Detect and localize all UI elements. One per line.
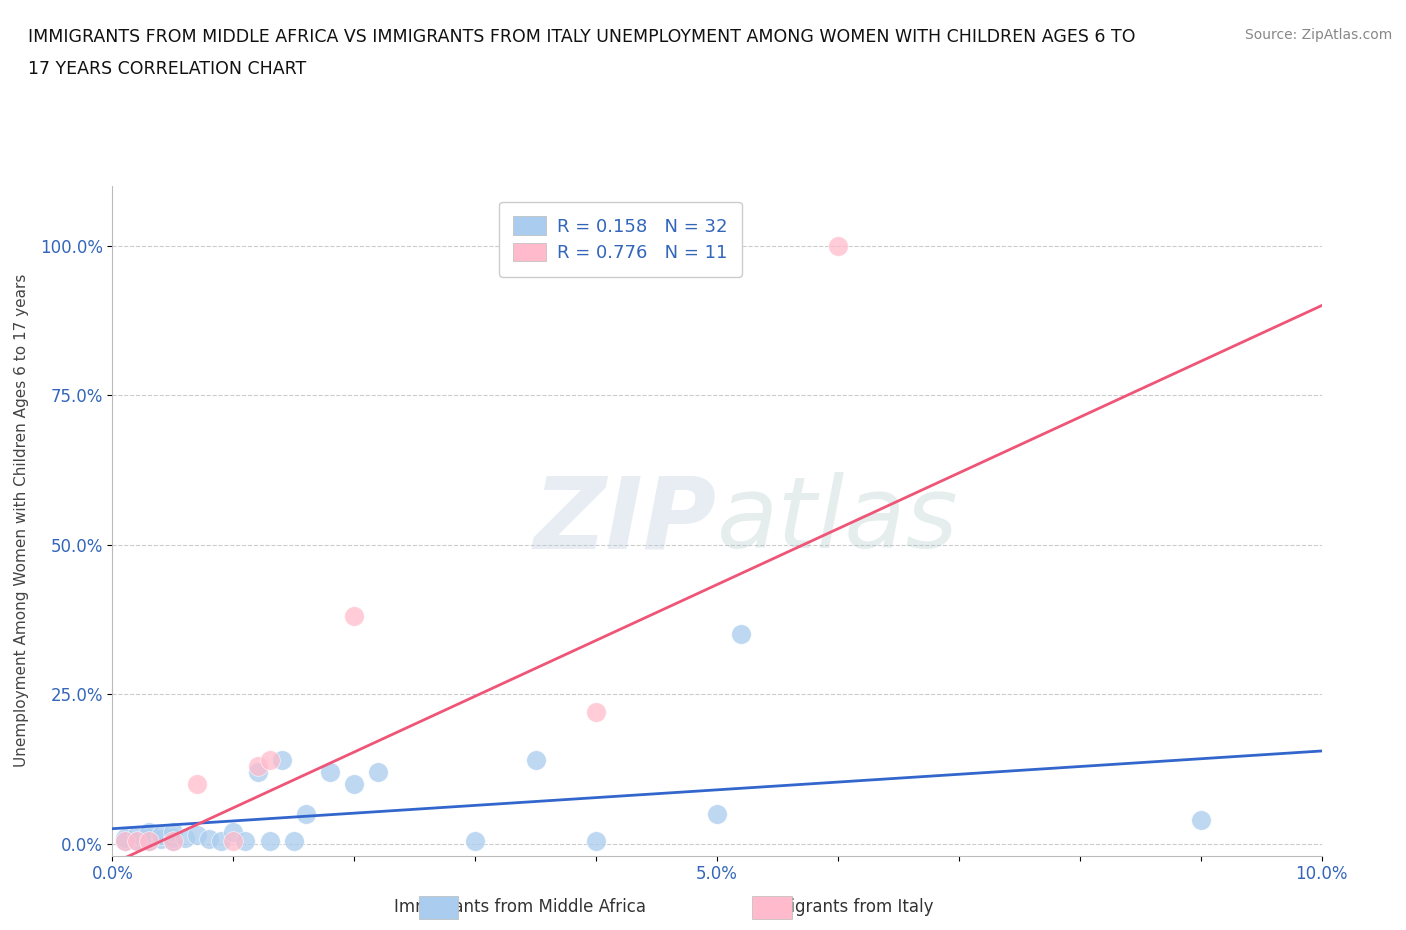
Point: [125, 833, 148, 848]
Text: Immigrants from Middle Africa: Immigrants from Middle Africa: [394, 897, 647, 916]
Point: [319, 764, 342, 779]
Point: [295, 806, 318, 821]
Point: [259, 752, 281, 767]
Point: [138, 830, 160, 845]
Point: [186, 777, 208, 791]
Point: [209, 833, 232, 848]
Text: atlas: atlas: [717, 472, 959, 569]
Text: IMMIGRANTS FROM MIDDLE AFRICA VS IMMIGRANTS FROM ITALY UNEMPLOYMENT AMONG WOMEN : IMMIGRANTS FROM MIDDLE AFRICA VS IMMIGRA…: [28, 28, 1136, 46]
Point: [149, 828, 172, 843]
Text: Immigrants from Italy: Immigrants from Italy: [754, 897, 934, 916]
Point: [246, 759, 269, 774]
Point: [585, 833, 607, 848]
Point: [730, 627, 752, 642]
Point: [270, 752, 292, 767]
Point: [343, 777, 366, 791]
Point: [464, 833, 486, 848]
Point: [259, 833, 281, 848]
Text: ZIP: ZIP: [534, 472, 717, 569]
Point: [343, 609, 366, 624]
Point: [706, 806, 728, 821]
Point: [125, 833, 148, 848]
Point: [162, 833, 184, 848]
Point: [585, 705, 607, 720]
Legend: R = 0.158   N = 32, R = 0.776   N = 11: R = 0.158 N = 32, R = 0.776 N = 11: [499, 202, 742, 276]
Point: [367, 764, 389, 779]
Point: [198, 831, 221, 846]
Point: [246, 764, 269, 779]
Point: [114, 833, 136, 848]
Point: [162, 830, 184, 845]
Text: 17 YEARS CORRELATION CHART: 17 YEARS CORRELATION CHART: [28, 60, 307, 78]
Point: [138, 833, 160, 848]
Point: [138, 824, 160, 839]
Point: [125, 828, 148, 843]
Point: [138, 833, 160, 848]
Point: [524, 752, 547, 767]
Point: [235, 833, 257, 848]
Point: [186, 828, 208, 843]
Point: [827, 238, 849, 253]
Point: [162, 824, 184, 839]
Point: [222, 824, 245, 839]
Point: [1189, 812, 1212, 827]
Point: [174, 830, 197, 845]
Text: Source: ZipAtlas.com: Source: ZipAtlas.com: [1244, 28, 1392, 42]
Point: [114, 830, 136, 845]
Point: [114, 833, 136, 848]
Point: [162, 833, 184, 848]
Point: [149, 831, 172, 846]
Point: [222, 833, 245, 848]
Y-axis label: Unemployment Among Women with Children Ages 6 to 17 years: Unemployment Among Women with Children A…: [14, 274, 28, 767]
Point: [283, 833, 305, 848]
